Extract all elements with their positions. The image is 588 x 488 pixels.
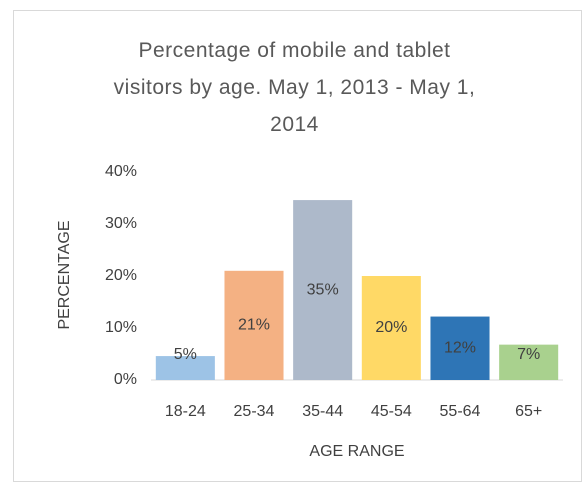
data-label: 21% bbox=[238, 317, 270, 334]
chart-title: Percentage of mobile and tablet visitors… bbox=[113, 39, 476, 136]
y-tick-label: 10% bbox=[105, 319, 137, 336]
bar bbox=[430, 316, 490, 380]
x-tick-label: 35-44 bbox=[302, 403, 343, 420]
y-axis-label: PERCENTAGE bbox=[56, 220, 73, 329]
y-tick-label: 40% bbox=[105, 163, 137, 180]
data-label: 5% bbox=[174, 346, 197, 363]
data-label: 35% bbox=[307, 281, 339, 298]
x-tick-label: 18-24 bbox=[165, 403, 206, 420]
bar bbox=[361, 276, 421, 380]
y-tick-label: 20% bbox=[105, 267, 137, 284]
y-tick-label: 0% bbox=[114, 371, 137, 388]
x-tick-label: 65+ bbox=[515, 403, 542, 420]
x-tick-label: 25-34 bbox=[234, 403, 275, 420]
data-label: 7% bbox=[517, 346, 540, 363]
data-label: 20% bbox=[375, 319, 407, 336]
bar bbox=[155, 356, 215, 380]
bar bbox=[224, 270, 284, 380]
x-tick-label: 55-64 bbox=[440, 403, 481, 420]
x-tick-label: 45-54 bbox=[371, 403, 412, 420]
data-label: 12% bbox=[444, 339, 476, 356]
bar bbox=[293, 200, 353, 380]
x-axis-label: AGE RANGE bbox=[309, 443, 404, 460]
bar bbox=[499, 344, 559, 380]
y-tick-label: 30% bbox=[105, 215, 137, 232]
